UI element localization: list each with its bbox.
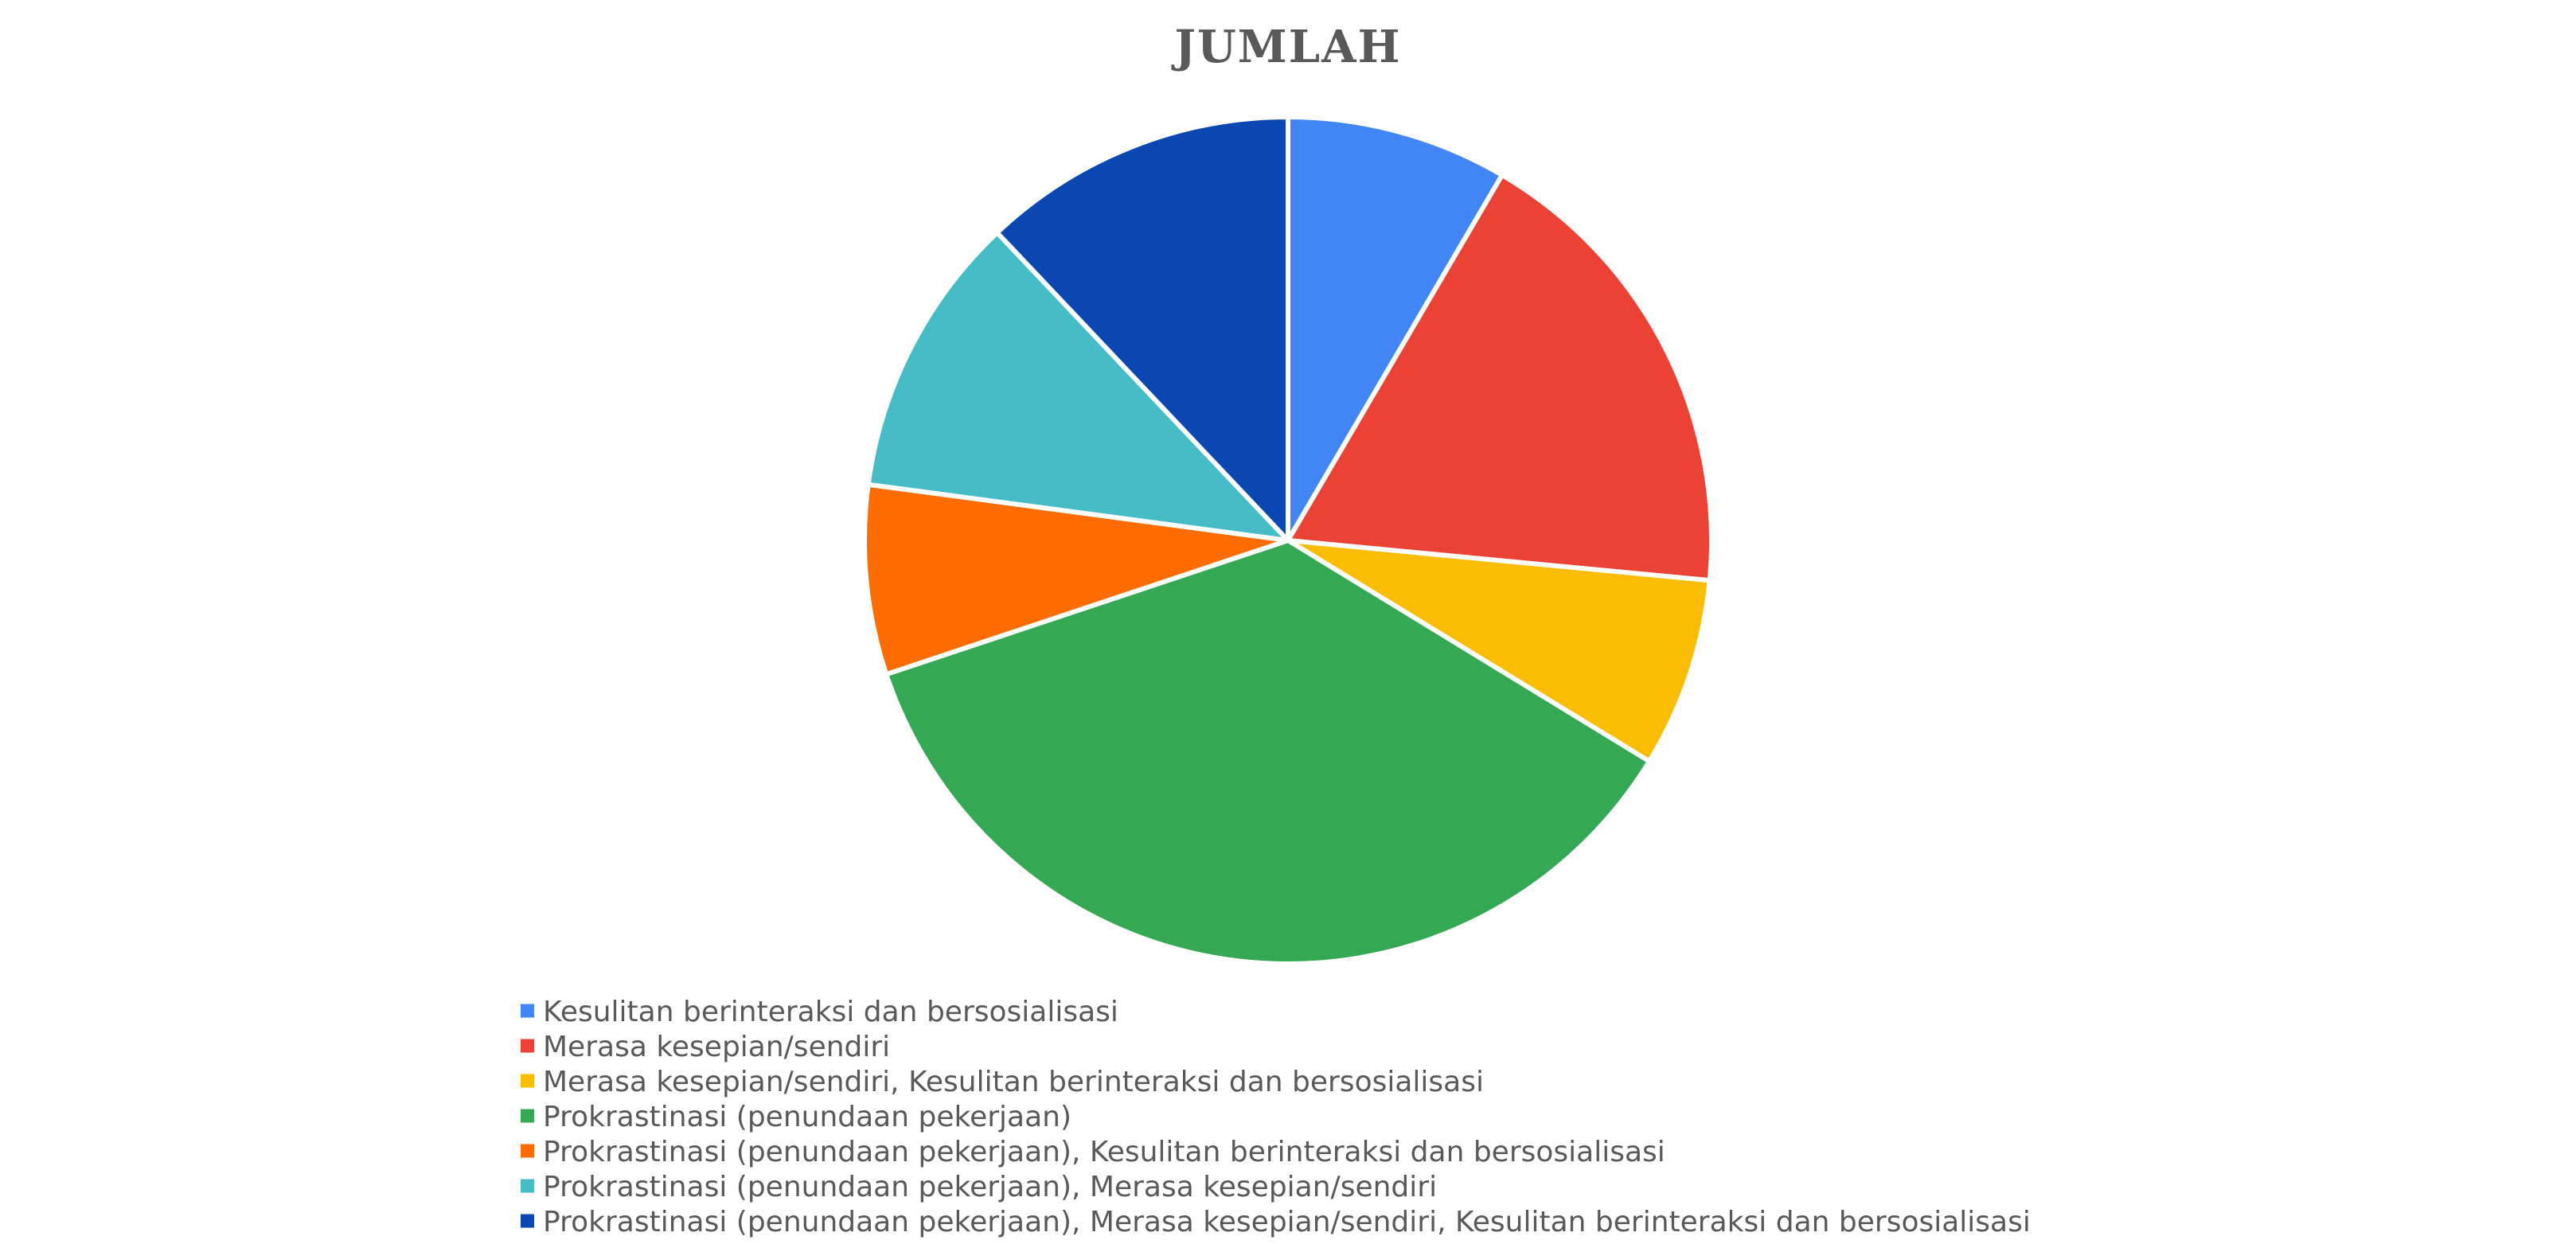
pie-slice-1 (1286, 115, 1505, 543)
legend-label: Prokrastinasi (penundaan pekerjaan), Mer… (543, 1171, 1437, 1203)
legend: Kesulitan berinteraksi dan bersosialisas… (521, 996, 2031, 1238)
legend-label: Prokrastinasi (penundaan pekerjaan), Mer… (543, 1206, 2031, 1238)
legend-label: Prokrastinasi (penundaan pekerjaan), Kes… (543, 1136, 1665, 1168)
chart-title: JUMLAH (1170, 21, 1401, 73)
legend-swatch (521, 1109, 534, 1123)
pie-slice-7 (994, 115, 1290, 543)
legend-swatch (521, 1144, 534, 1158)
legend-swatch (521, 1214, 534, 1228)
pie-slices (862, 115, 1714, 966)
legend-item: Prokrastinasi (penundaan pekerjaan), Kes… (521, 1136, 1665, 1168)
legend-swatch (521, 1074, 534, 1088)
legend-item: Merasa kesepian/sendiri (521, 1031, 890, 1063)
legend-item: Kesulitan berinteraksi dan bersosialisas… (521, 996, 1118, 1028)
legend-item: Prokrastinasi (penundaan pekerjaan), Mer… (521, 1206, 2031, 1238)
legend-label: Merasa kesepian/sendiri (543, 1031, 890, 1063)
pie-slice-2 (1286, 172, 1714, 583)
pie-slice-6 (865, 230, 1290, 543)
legend-swatch (521, 1179, 534, 1193)
pie-slice-3 (1286, 538, 1712, 764)
legend-item: Prokrastinasi (penundaan pekerjaan), Mer… (521, 1171, 1437, 1203)
pie-slice-4 (884, 538, 1652, 966)
pie-slice-5 (862, 482, 1290, 677)
legend-label: Merasa kesepian/sendiri, Kesulitan berin… (543, 1066, 1484, 1098)
legend-item: Prokrastinasi (penundaan pekerjaan) (521, 1101, 1071, 1133)
legend-label: Prokrastinasi (penundaan pekerjaan) (543, 1101, 1071, 1133)
legend-swatch (521, 1004, 534, 1018)
legend-swatch (521, 1039, 534, 1053)
legend-item: Merasa kesepian/sendiri, Kesulitan berin… (521, 1066, 1484, 1098)
legend-label: Kesulitan berinteraksi dan bersosialisas… (543, 996, 1118, 1028)
